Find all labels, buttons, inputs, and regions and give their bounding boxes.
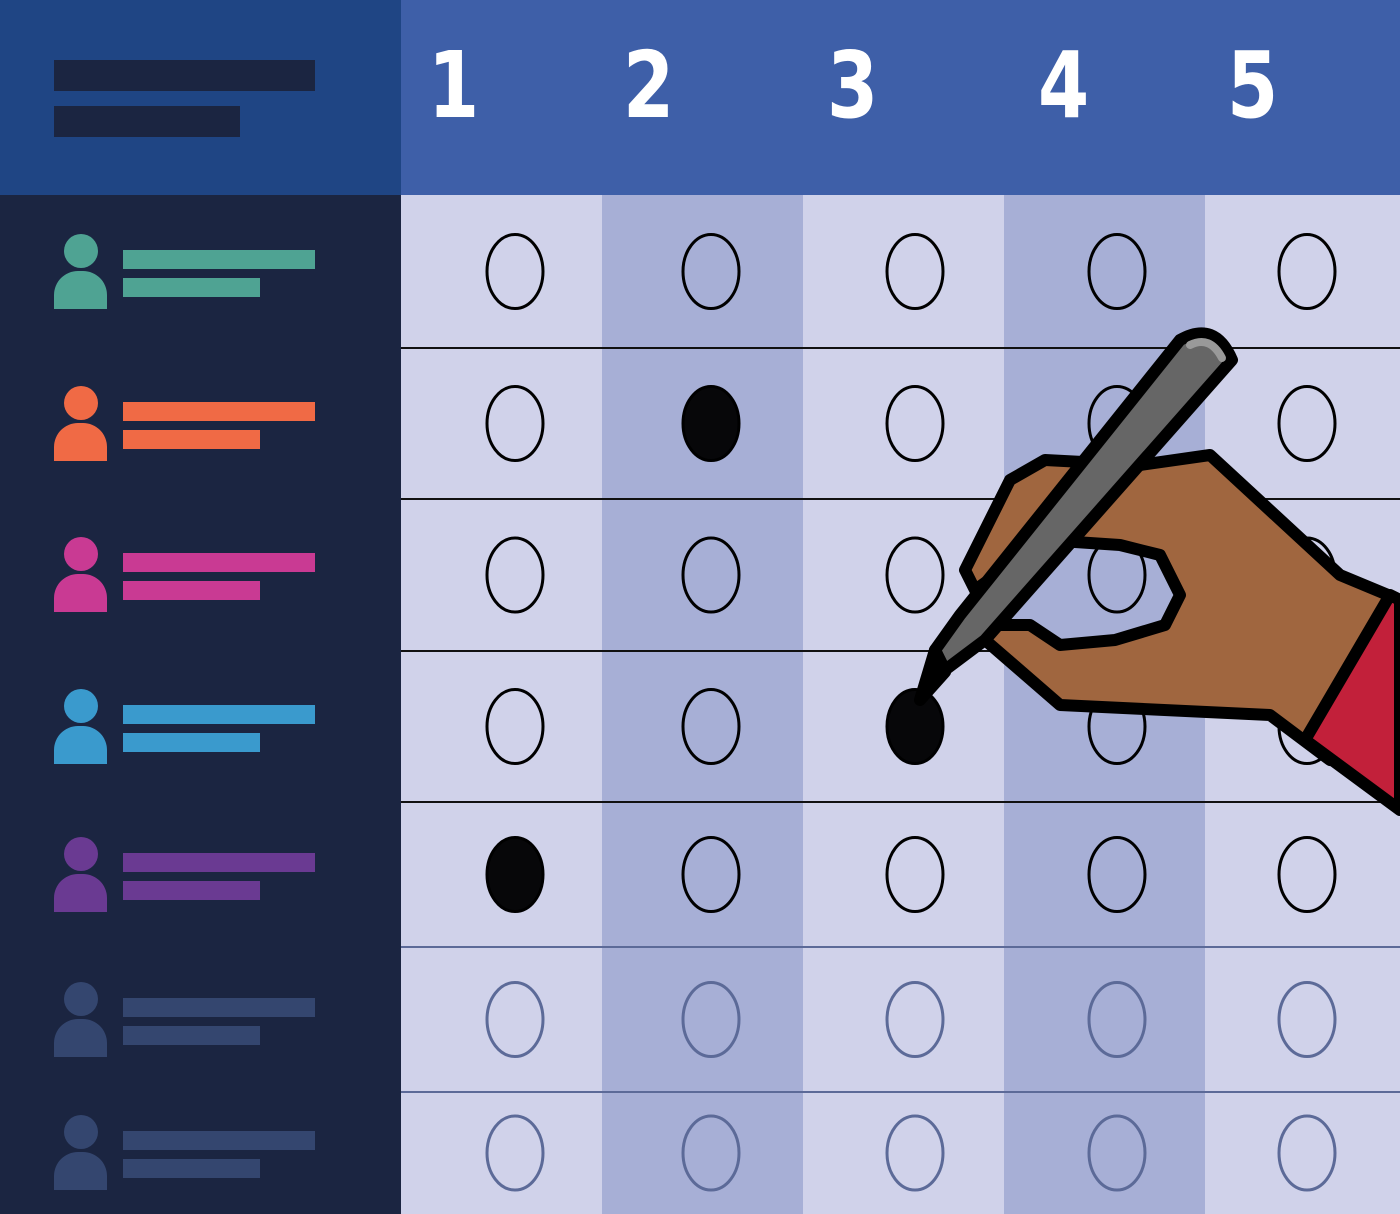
empty-bubble[interactable] [1277,1114,1337,1192]
empty-bubble[interactable] [681,536,741,614]
detail-placeholder-bar [123,1025,260,1045]
person-icon [54,1115,107,1190]
scale-label-4: 4 [1038,32,1090,139]
respondent-item [0,348,401,499]
empty-bubble[interactable] [681,981,741,1058]
empty-bubble[interactable] [1087,836,1147,913]
scale-label-2: 2 [623,32,675,139]
person-icon [54,688,107,764]
grid-column-2 [602,195,803,1214]
name-placeholder-bar [123,852,315,872]
name-placeholder-bar [123,249,315,269]
empty-bubble[interactable] [1087,1114,1147,1192]
name-placeholder-bar [123,997,315,1017]
scale-label-3: 3 [827,32,879,139]
empty-bubble[interactable] [1277,385,1337,462]
title-placeholder-bar [54,60,315,91]
empty-bubble[interactable] [885,836,945,913]
scale-label-5: 5 [1227,32,1279,139]
detail-placeholder-bar [123,1159,260,1178]
person-icon [54,385,107,461]
scale-label-1: 1 [428,32,480,139]
empty-bubble[interactable] [885,981,945,1058]
empty-bubble[interactable] [1277,836,1337,913]
respondent-item [0,499,401,651]
empty-bubble[interactable] [485,233,545,310]
scale-header: 1 2 3 4 5 [401,0,1400,195]
header-title-block [0,0,401,195]
detail-placeholder-bar [123,581,260,600]
pen-cap-top [1186,338,1226,362]
name-placeholder-bar [123,704,315,724]
detail-placeholder-bar [123,277,260,297]
empty-bubble[interactable] [681,836,741,913]
empty-bubble[interactable] [885,536,945,614]
empty-bubble[interactable] [1087,981,1147,1058]
empty-bubble[interactable] [681,233,741,310]
pen-tip [914,644,951,706]
detail-placeholder-bar [123,429,260,449]
empty-bubble[interactable] [681,688,741,765]
empty-bubble[interactable] [485,536,545,614]
sleeve [1299,589,1400,816]
empty-bubble[interactable] [1087,233,1147,310]
empty-bubble[interactable] [885,1114,945,1192]
empty-bubble[interactable] [1277,981,1337,1058]
respondent-item [0,802,401,947]
person-icon [54,537,107,612]
detail-placeholder-bar [123,880,260,900]
person-icon [54,981,107,1057]
empty-bubble[interactable] [885,233,945,310]
name-placeholder-bar [123,401,315,421]
name-placeholder-bar [123,1131,315,1150]
respondent-item [0,195,401,348]
empty-bubble[interactable] [485,981,545,1058]
respondent-item [0,1092,401,1214]
filled-bubble[interactable] [485,836,545,913]
empty-bubble[interactable] [485,1114,545,1192]
detail-placeholder-bar [123,732,260,752]
respondent-list [0,195,401,1214]
name-placeholder-bar [123,553,315,572]
empty-bubble[interactable] [885,385,945,462]
empty-bubble[interactable] [681,1114,741,1192]
empty-bubble[interactable] [1277,233,1337,310]
respondent-item [0,651,401,802]
empty-bubble[interactable] [485,688,545,765]
filled-bubble[interactable] [885,688,945,765]
person-icon [54,233,107,309]
subtitle-placeholder-bar [54,106,240,137]
filled-bubble[interactable] [681,385,741,462]
respondent-item [0,947,401,1092]
person-icon [54,836,107,912]
grid-column-1 [401,195,602,1214]
empty-bubble[interactable] [485,385,545,462]
